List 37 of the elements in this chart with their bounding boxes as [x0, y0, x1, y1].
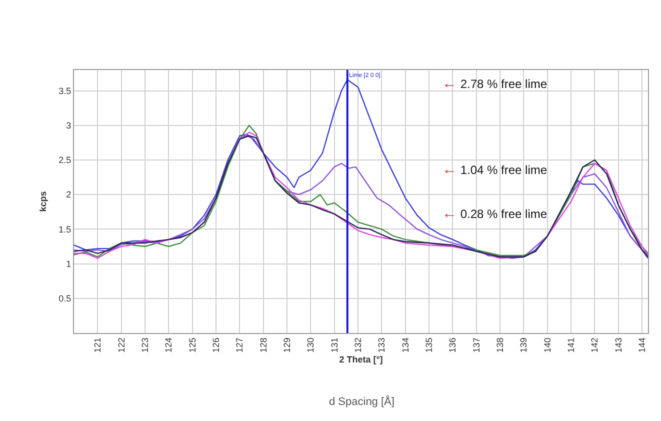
annotation: ← 0.28 % free lime	[442, 205, 548, 222]
x-tick-label: 142	[590, 338, 600, 353]
x-tick-label: 128	[258, 338, 268, 353]
x-tick-label: 137	[471, 338, 482, 353]
x-axis-title: 2 Theta [°]	[339, 354, 383, 364]
x-tick-label: 143	[613, 338, 624, 353]
x-tick-label: 141	[566, 338, 576, 353]
x-tick-label: 131	[329, 338, 340, 353]
y-tick-label: 2	[66, 190, 72, 200]
y-tick-label: 3	[66, 120, 72, 131]
y-tick-label: 2.5	[58, 155, 72, 166]
x-tick-label: 135	[424, 338, 434, 353]
y-tick-label: 1	[66, 258, 72, 269]
x-tick-label: 139	[518, 338, 529, 353]
x-tick-label: 140	[542, 338, 552, 353]
x-tick-label: 138	[494, 338, 505, 353]
x-tick-label: 123	[140, 338, 150, 353]
annotation: ← 1.04 % free lime	[442, 161, 548, 178]
x-tick-label: 125	[187, 338, 198, 353]
y-tick-label: 1.5	[58, 224, 72, 234]
x-tick-label: 129	[282, 338, 292, 353]
y-axis-title: kcps	[38, 191, 48, 212]
text: d Spacing [Å]	[329, 395, 394, 408]
annotation: ← 2.78 % free lime	[442, 75, 548, 92]
x-tick-label: 121	[92, 338, 103, 353]
x-tick-label: 124	[164, 338, 174, 353]
x-tick-label: 136	[448, 338, 458, 353]
x-tick-label: 130	[306, 338, 316, 353]
x-tick-label: 127	[234, 338, 245, 353]
x-tick-label: 134	[400, 338, 410, 353]
x-tick-label: 122	[116, 338, 126, 353]
x-tick-label: 126	[210, 338, 221, 353]
x-tick-label: 132	[352, 338, 363, 353]
x-tick-label: 144	[637, 338, 648, 353]
y-tick-label: 0.5	[58, 294, 72, 304]
y-tick-label: 3.5	[58, 86, 72, 96]
x-tick-label: 133	[376, 338, 387, 353]
